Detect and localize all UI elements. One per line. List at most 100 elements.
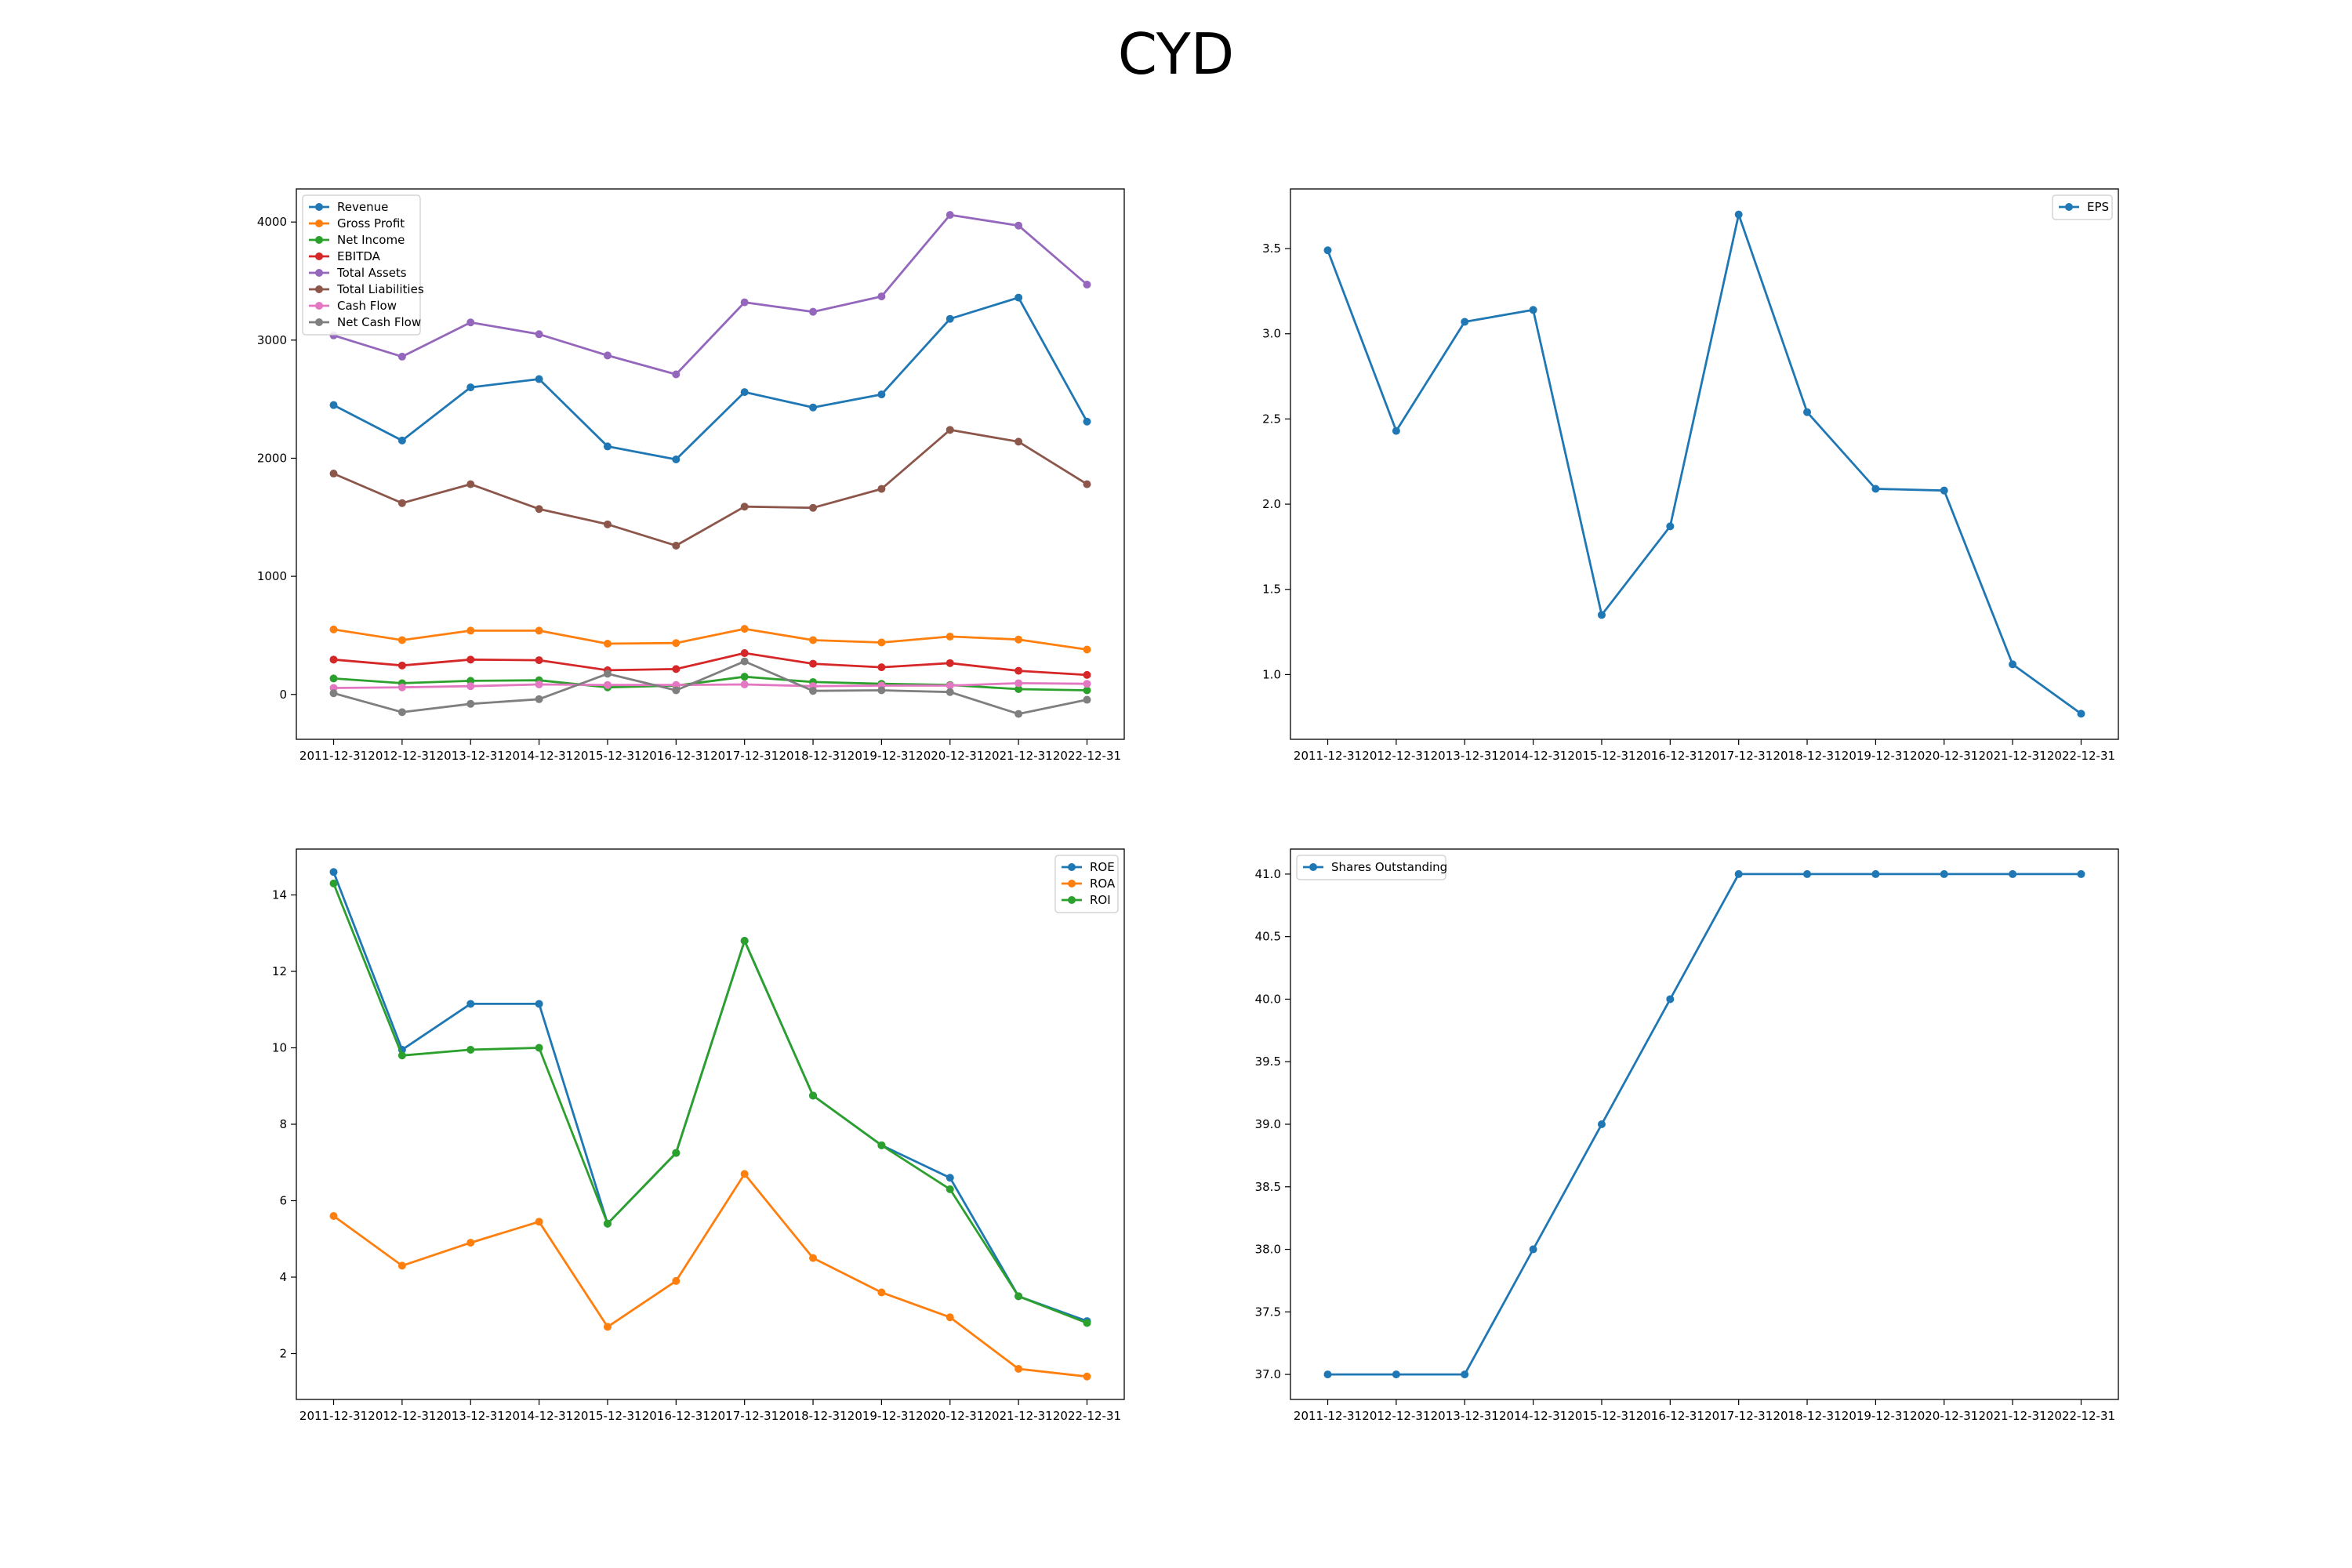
x-tick-label: 2021-12-31 [985, 749, 1053, 763]
data-point [1323, 246, 1332, 255]
x-tick-label: 2022-12-31 [1053, 1409, 1121, 1423]
legend-marker [315, 285, 323, 293]
y-tick-label: 4 [279, 1270, 287, 1284]
data-point [1014, 710, 1023, 718]
data-point [1529, 306, 1537, 314]
x-tick-label: 2017-12-31 [710, 749, 779, 763]
series-line [333, 682, 1087, 689]
x-tick-label: 2015-12-31 [573, 749, 641, 763]
series-line [333, 652, 1087, 677]
data-point [535, 375, 543, 383]
data-point [809, 307, 818, 316]
data-point [809, 659, 818, 668]
data-point [535, 1218, 543, 1226]
x-tick-label: 2016-12-31 [1636, 749, 1704, 763]
y-tick-label: 1.5 [1262, 583, 1281, 597]
data-point [1461, 1370, 1469, 1379]
x-tick-label: 2012-12-31 [1362, 749, 1430, 763]
data-point [740, 649, 749, 658]
data-point [1014, 1365, 1023, 1373]
data-point [1083, 281, 1091, 289]
x-tick-label: 2016-12-31 [642, 1409, 710, 1423]
data-point [603, 1219, 612, 1228]
data-point [1529, 1245, 1537, 1254]
data-point [1940, 486, 1948, 495]
data-point [466, 318, 475, 327]
data-point [877, 1141, 886, 1149]
legend-label: Shares Outstanding [1331, 860, 1447, 874]
y-tick-label: 39.5 [1255, 1054, 1281, 1069]
data-point [1940, 869, 1948, 878]
data-point [535, 626, 543, 635]
data-point [809, 403, 818, 412]
legend-box [1296, 855, 1446, 880]
data-point [466, 1000, 475, 1008]
legend-marker [315, 203, 323, 211]
data-point [466, 655, 475, 664]
x-tick-label: 2021-12-31 [1979, 1409, 2047, 1423]
x-tick-label: 2014-12-31 [505, 1409, 573, 1423]
y-tick-label: 38.5 [1255, 1180, 1281, 1194]
data-point [946, 314, 954, 323]
data-point [1871, 869, 1880, 878]
data-point [740, 625, 749, 633]
data-point [535, 680, 543, 688]
data-point [1666, 522, 1675, 531]
data-point [2077, 869, 2085, 878]
y-tick-label: 1000 [257, 569, 287, 583]
data-point [1014, 437, 1023, 446]
legend-label: EPS [2087, 200, 2109, 214]
x-tick-label: 2011-12-31 [1294, 1409, 1362, 1423]
y-tick-label: 10 [272, 1041, 287, 1055]
data-point [740, 298, 749, 307]
data-point [672, 541, 681, 550]
data-point [397, 661, 406, 670]
data-point [466, 1045, 475, 1054]
y-tick-label: 2.0 [1262, 497, 1281, 511]
x-tick-label: 2018-12-31 [779, 1409, 847, 1423]
legend-box [302, 194, 421, 336]
shares-outstanding-panel: 2011-12-31 2012-12-31 2013-12-31 2014-12-31… [1255, 848, 2119, 1423]
y-tick-label: 40.0 [1255, 992, 1281, 1006]
data-point [329, 674, 338, 683]
data-point [1014, 1292, 1023, 1301]
legend-label: Cash Flow [337, 299, 397, 313]
legend-label: Revenue [337, 200, 388, 214]
data-point [877, 292, 886, 301]
data-point [466, 682, 475, 691]
data-point [740, 673, 749, 681]
x-tick-label: 2015-12-31 [573, 1409, 641, 1423]
data-point [672, 1149, 681, 1157]
data-point [329, 655, 338, 664]
data-point [329, 470, 338, 478]
y-tick-label: 8 [279, 1117, 287, 1131]
x-tick-label: 2011-12-31 [299, 749, 368, 763]
x-tick-label: 2013-12-31 [437, 1409, 505, 1423]
data-point [809, 687, 818, 695]
data-point [809, 1254, 818, 1262]
data-point [535, 330, 543, 339]
data-point [1083, 1319, 1091, 1327]
data-point [397, 683, 406, 691]
data-point [2009, 660, 2017, 669]
data-point [603, 1323, 612, 1331]
data-point [2077, 710, 2085, 718]
data-point [466, 1239, 475, 1247]
data-point [1323, 1370, 1332, 1379]
series-line [332, 883, 1088, 1324]
data-point [329, 879, 338, 887]
data-point [1871, 485, 1880, 493]
x-tick-label: 2018-12-31 [1773, 1409, 1841, 1423]
data-point [466, 383, 475, 392]
data-point [877, 686, 886, 695]
data-point [946, 659, 954, 667]
data-point [809, 503, 818, 512]
data-point [1392, 426, 1400, 435]
y-tick-label: 40.5 [1255, 930, 1281, 944]
data-point [1014, 221, 1023, 230]
data-point [466, 480, 475, 488]
data-point [946, 211, 954, 220]
x-tick-label: 2022-12-31 [2047, 749, 2115, 763]
y-tick-label: 2.5 [1262, 412, 1281, 426]
data-point [535, 656, 543, 665]
